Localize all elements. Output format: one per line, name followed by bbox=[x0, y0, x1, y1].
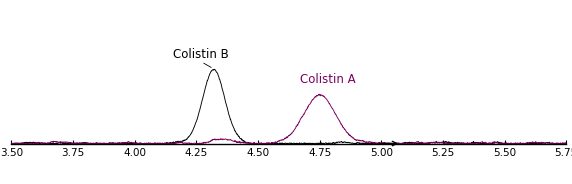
Text: Colistin A: Colistin A bbox=[300, 73, 356, 86]
Text: Colistin B: Colistin B bbox=[173, 48, 229, 61]
